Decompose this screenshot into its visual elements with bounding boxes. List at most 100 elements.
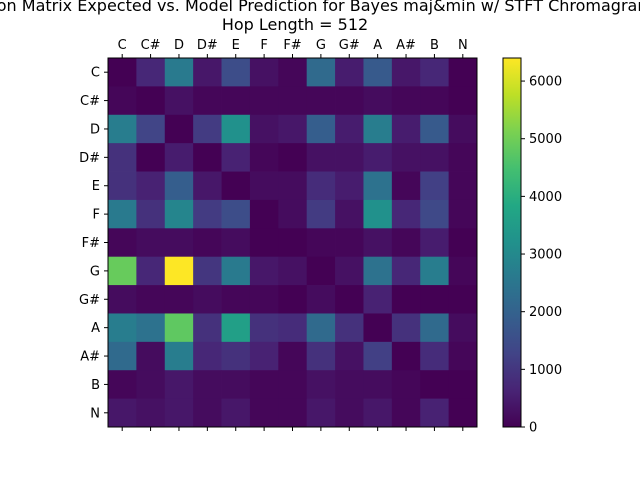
heatmap-cell xyxy=(420,143,450,172)
heatmap-cell xyxy=(391,228,421,258)
heatmap-cell xyxy=(335,171,364,201)
heatmap-cell xyxy=(420,228,450,258)
heatmap-cell xyxy=(420,256,450,286)
heatmap-cell xyxy=(164,114,194,144)
heatmap-cell xyxy=(278,285,308,314)
heatmap-cell xyxy=(278,58,308,87)
heatmap-cell xyxy=(164,313,194,343)
heatmap-cell xyxy=(306,398,336,428)
heatmap-cell xyxy=(136,143,166,172)
heatmap-cell xyxy=(363,313,393,343)
y-tick-label: D# xyxy=(79,151,100,166)
heatmap-cell xyxy=(420,313,450,343)
heatmap-cell xyxy=(221,398,251,428)
heatmap-cell xyxy=(249,285,279,314)
heatmap-cell xyxy=(249,370,279,400)
heatmap-cell xyxy=(108,398,137,428)
colorbar-tick-label: 2000 xyxy=(529,305,562,320)
heatmap-cell xyxy=(278,341,308,371)
heatmap-cell xyxy=(108,143,137,172)
heatmap-cell xyxy=(335,58,364,87)
y-tick-label: N xyxy=(90,406,100,421)
heatmap-cell xyxy=(164,285,194,314)
heatmap-cell xyxy=(221,256,251,286)
heatmap-cell xyxy=(278,398,308,428)
y-tick-label: C xyxy=(91,66,100,81)
x-tick-label: A# xyxy=(396,38,416,53)
heatmap-cell xyxy=(193,285,222,314)
heatmap-cell xyxy=(278,171,308,201)
heatmap-cell xyxy=(193,228,222,258)
heatmap-cell xyxy=(391,86,421,116)
heatmap-cells xyxy=(108,58,478,428)
heatmap-cell xyxy=(420,171,450,201)
heatmap-cell xyxy=(448,285,478,314)
y-tick-label: A# xyxy=(80,350,100,365)
heatmap-cell xyxy=(448,256,478,286)
x-tick-label: F xyxy=(260,38,267,53)
heatmap-cell xyxy=(306,313,336,343)
heatmap-cell xyxy=(306,370,336,400)
heatmap-cell xyxy=(249,228,279,258)
heatmap-cell xyxy=(221,341,251,371)
heatmap-cell xyxy=(448,58,478,87)
heatmap-cell xyxy=(108,341,137,371)
heatmap-cell xyxy=(136,199,166,229)
heatmap-cell xyxy=(363,143,393,172)
heatmap-cell xyxy=(108,285,137,314)
heatmap-cell xyxy=(108,86,137,116)
heatmap-cell xyxy=(193,171,222,201)
x-tick-label: B xyxy=(430,38,439,53)
heatmap-cell xyxy=(193,143,222,172)
heatmap-cell xyxy=(420,58,450,87)
heatmap-cell xyxy=(363,256,393,286)
heatmap-cell xyxy=(448,199,478,229)
heatmap-cell xyxy=(391,341,421,371)
heatmap-cell xyxy=(249,398,279,428)
x-tick-label: A xyxy=(373,38,382,53)
heatmap-cell xyxy=(391,398,421,428)
x-tick-label: E xyxy=(232,38,240,53)
heatmap-cell xyxy=(306,256,336,286)
heatmap-cell xyxy=(363,171,393,201)
x-tick-label: F# xyxy=(283,38,301,53)
colorbar-tick-label: 4000 xyxy=(529,190,562,205)
heatmap-cell xyxy=(136,370,166,400)
y-tick-label: G# xyxy=(79,293,100,308)
heatmap-cell xyxy=(136,58,166,87)
heatmap-cell xyxy=(164,86,194,116)
heatmap-cell xyxy=(221,370,251,400)
heatmap-cell xyxy=(108,58,137,87)
heatmap-cell xyxy=(249,86,279,116)
heatmap-cell xyxy=(193,341,222,371)
heatmap-cell xyxy=(221,313,251,343)
x-tick-label: C# xyxy=(141,38,161,53)
heatmap-cell xyxy=(306,58,336,87)
heatmap-cell xyxy=(221,58,251,87)
y-tick-label: B xyxy=(91,378,100,393)
heatmap-cell xyxy=(363,228,393,258)
heatmap-cell xyxy=(335,313,364,343)
heatmap-cell xyxy=(136,171,166,201)
heatmap-cell xyxy=(335,341,364,371)
heatmap-cell xyxy=(448,171,478,201)
heatmap-cell xyxy=(249,114,279,144)
y-tick-label: F xyxy=(93,208,100,223)
heatmap-cell xyxy=(193,256,222,286)
heatmap-cell xyxy=(249,256,279,286)
heatmap-cell xyxy=(108,199,137,229)
heatmap-cell xyxy=(136,86,166,116)
heatmap-cell xyxy=(249,58,279,87)
heatmap-cell xyxy=(193,58,222,87)
heatmap-cell xyxy=(306,143,336,172)
heatmap-cell xyxy=(164,199,194,229)
heatmap-cell xyxy=(136,228,166,258)
heatmap-cell xyxy=(420,86,450,116)
chart-title: Confusion Matrix Expected vs. Model Pred… xyxy=(0,0,640,15)
heatmap-cell xyxy=(221,143,251,172)
heatmap-cell xyxy=(164,228,194,258)
heatmap-cell xyxy=(136,256,166,286)
x-tick-label: N xyxy=(458,38,468,53)
heatmap-cell xyxy=(221,228,251,258)
